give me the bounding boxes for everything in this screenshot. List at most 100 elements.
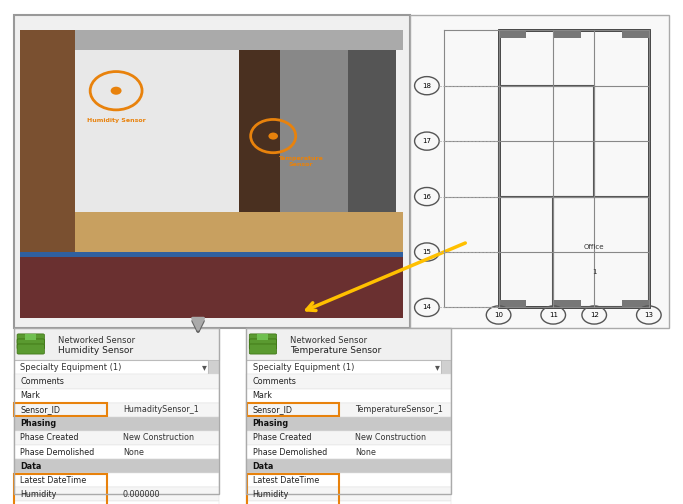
Text: Mark: Mark — [253, 391, 273, 400]
Bar — [14, 487, 219, 501]
Bar — [280, 30, 348, 252]
Text: 13: 13 — [644, 312, 654, 318]
Bar — [257, 334, 268, 340]
Text: Comments: Comments — [20, 377, 64, 386]
Bar — [246, 328, 451, 360]
Text: ▾: ▾ — [202, 362, 208, 372]
Text: 14: 14 — [423, 304, 431, 310]
Text: Humidity: Humidity — [20, 490, 57, 499]
Text: None: None — [355, 448, 376, 457]
Bar — [246, 431, 451, 445]
Bar — [14, 474, 107, 504]
Text: Comments: Comments — [253, 377, 296, 386]
Bar — [20, 30, 75, 252]
Bar — [246, 403, 451, 417]
Bar — [246, 501, 451, 504]
Bar — [14, 328, 219, 494]
Bar — [499, 86, 594, 197]
Text: Latest DateTime: Latest DateTime — [20, 476, 87, 485]
Bar — [622, 30, 649, 38]
Bar — [246, 445, 451, 459]
Text: HumaditySensor_1: HumaditySensor_1 — [123, 405, 199, 414]
Bar — [246, 459, 451, 473]
Text: Networked Sensor: Networked Sensor — [58, 336, 135, 345]
Text: Phasing: Phasing — [20, 419, 57, 428]
Bar — [246, 389, 451, 403]
Bar — [14, 360, 208, 374]
Bar — [14, 459, 219, 473]
Text: Latest DateTime: Latest DateTime — [253, 476, 319, 485]
Text: Sensor_ID: Sensor_ID — [253, 405, 293, 414]
Bar — [14, 403, 107, 416]
Text: Phase Demolished: Phase Demolished — [253, 448, 327, 457]
Text: Humidity Sensor: Humidity Sensor — [87, 118, 145, 123]
Bar — [246, 487, 451, 501]
Bar — [14, 389, 219, 403]
Text: 10: 10 — [494, 312, 503, 318]
Text: Specialty Equipment (1): Specialty Equipment (1) — [20, 363, 122, 372]
Text: Sensor_ID: Sensor_ID — [20, 405, 61, 414]
Text: 12: 12 — [590, 312, 598, 318]
FancyBboxPatch shape — [249, 339, 277, 349]
Text: 18: 18 — [422, 83, 432, 89]
Bar — [20, 30, 403, 50]
Bar — [20, 252, 403, 262]
Circle shape — [111, 87, 122, 95]
Bar — [208, 360, 219, 374]
FancyArrowPatch shape — [307, 243, 465, 310]
Bar — [553, 30, 581, 38]
FancyBboxPatch shape — [17, 344, 44, 354]
Bar — [246, 328, 451, 494]
Text: 17: 17 — [422, 138, 432, 144]
Text: Phase Demolished: Phase Demolished — [20, 448, 95, 457]
Bar — [246, 473, 451, 487]
Text: Temperature Sensor: Temperature Sensor — [290, 346, 382, 355]
Bar — [20, 212, 403, 257]
Bar — [20, 257, 403, 318]
FancyBboxPatch shape — [249, 334, 277, 344]
FancyBboxPatch shape — [17, 339, 44, 349]
Bar — [14, 445, 219, 459]
Bar — [14, 374, 219, 389]
Bar — [14, 473, 219, 487]
Bar — [246, 374, 451, 389]
Text: Humidity Sensor: Humidity Sensor — [58, 346, 133, 355]
Text: Mark: Mark — [20, 391, 40, 400]
Text: 1: 1 — [592, 269, 596, 275]
Bar — [553, 300, 581, 307]
Text: 0.000000: 0.000000 — [123, 490, 161, 499]
Bar — [348, 30, 396, 252]
Bar — [247, 403, 339, 416]
Text: Office: Office — [584, 244, 604, 250]
Bar — [246, 417, 451, 431]
Bar — [239, 30, 280, 252]
Bar — [20, 30, 239, 217]
Bar — [441, 360, 451, 374]
Text: New Construction: New Construction — [355, 433, 426, 443]
Text: New Construction: New Construction — [123, 433, 194, 443]
Bar — [14, 403, 219, 417]
Bar — [14, 417, 219, 431]
Bar — [14, 431, 219, 445]
Bar — [14, 328, 219, 360]
Bar — [247, 474, 339, 504]
Bar — [14, 15, 410, 328]
Text: TemperatureSensor_1: TemperatureSensor_1 — [355, 405, 443, 414]
Bar — [410, 15, 669, 328]
Text: Phasing: Phasing — [253, 419, 289, 428]
Text: 11: 11 — [548, 312, 558, 318]
Text: Humidity: Humidity — [253, 490, 289, 499]
Text: Data: Data — [20, 462, 42, 471]
Text: Temperature
Sensor: Temperature Sensor — [278, 156, 323, 167]
FancyBboxPatch shape — [17, 334, 44, 344]
Bar — [499, 300, 526, 307]
Text: Specialty Equipment (1): Specialty Equipment (1) — [253, 363, 354, 372]
Text: Phase Created: Phase Created — [20, 433, 79, 443]
Bar — [499, 30, 526, 38]
Bar — [499, 30, 649, 307]
Text: ▾: ▾ — [434, 362, 440, 372]
FancyBboxPatch shape — [249, 344, 277, 354]
Bar — [553, 197, 649, 307]
Text: 15: 15 — [423, 249, 431, 255]
Bar — [25, 334, 36, 340]
